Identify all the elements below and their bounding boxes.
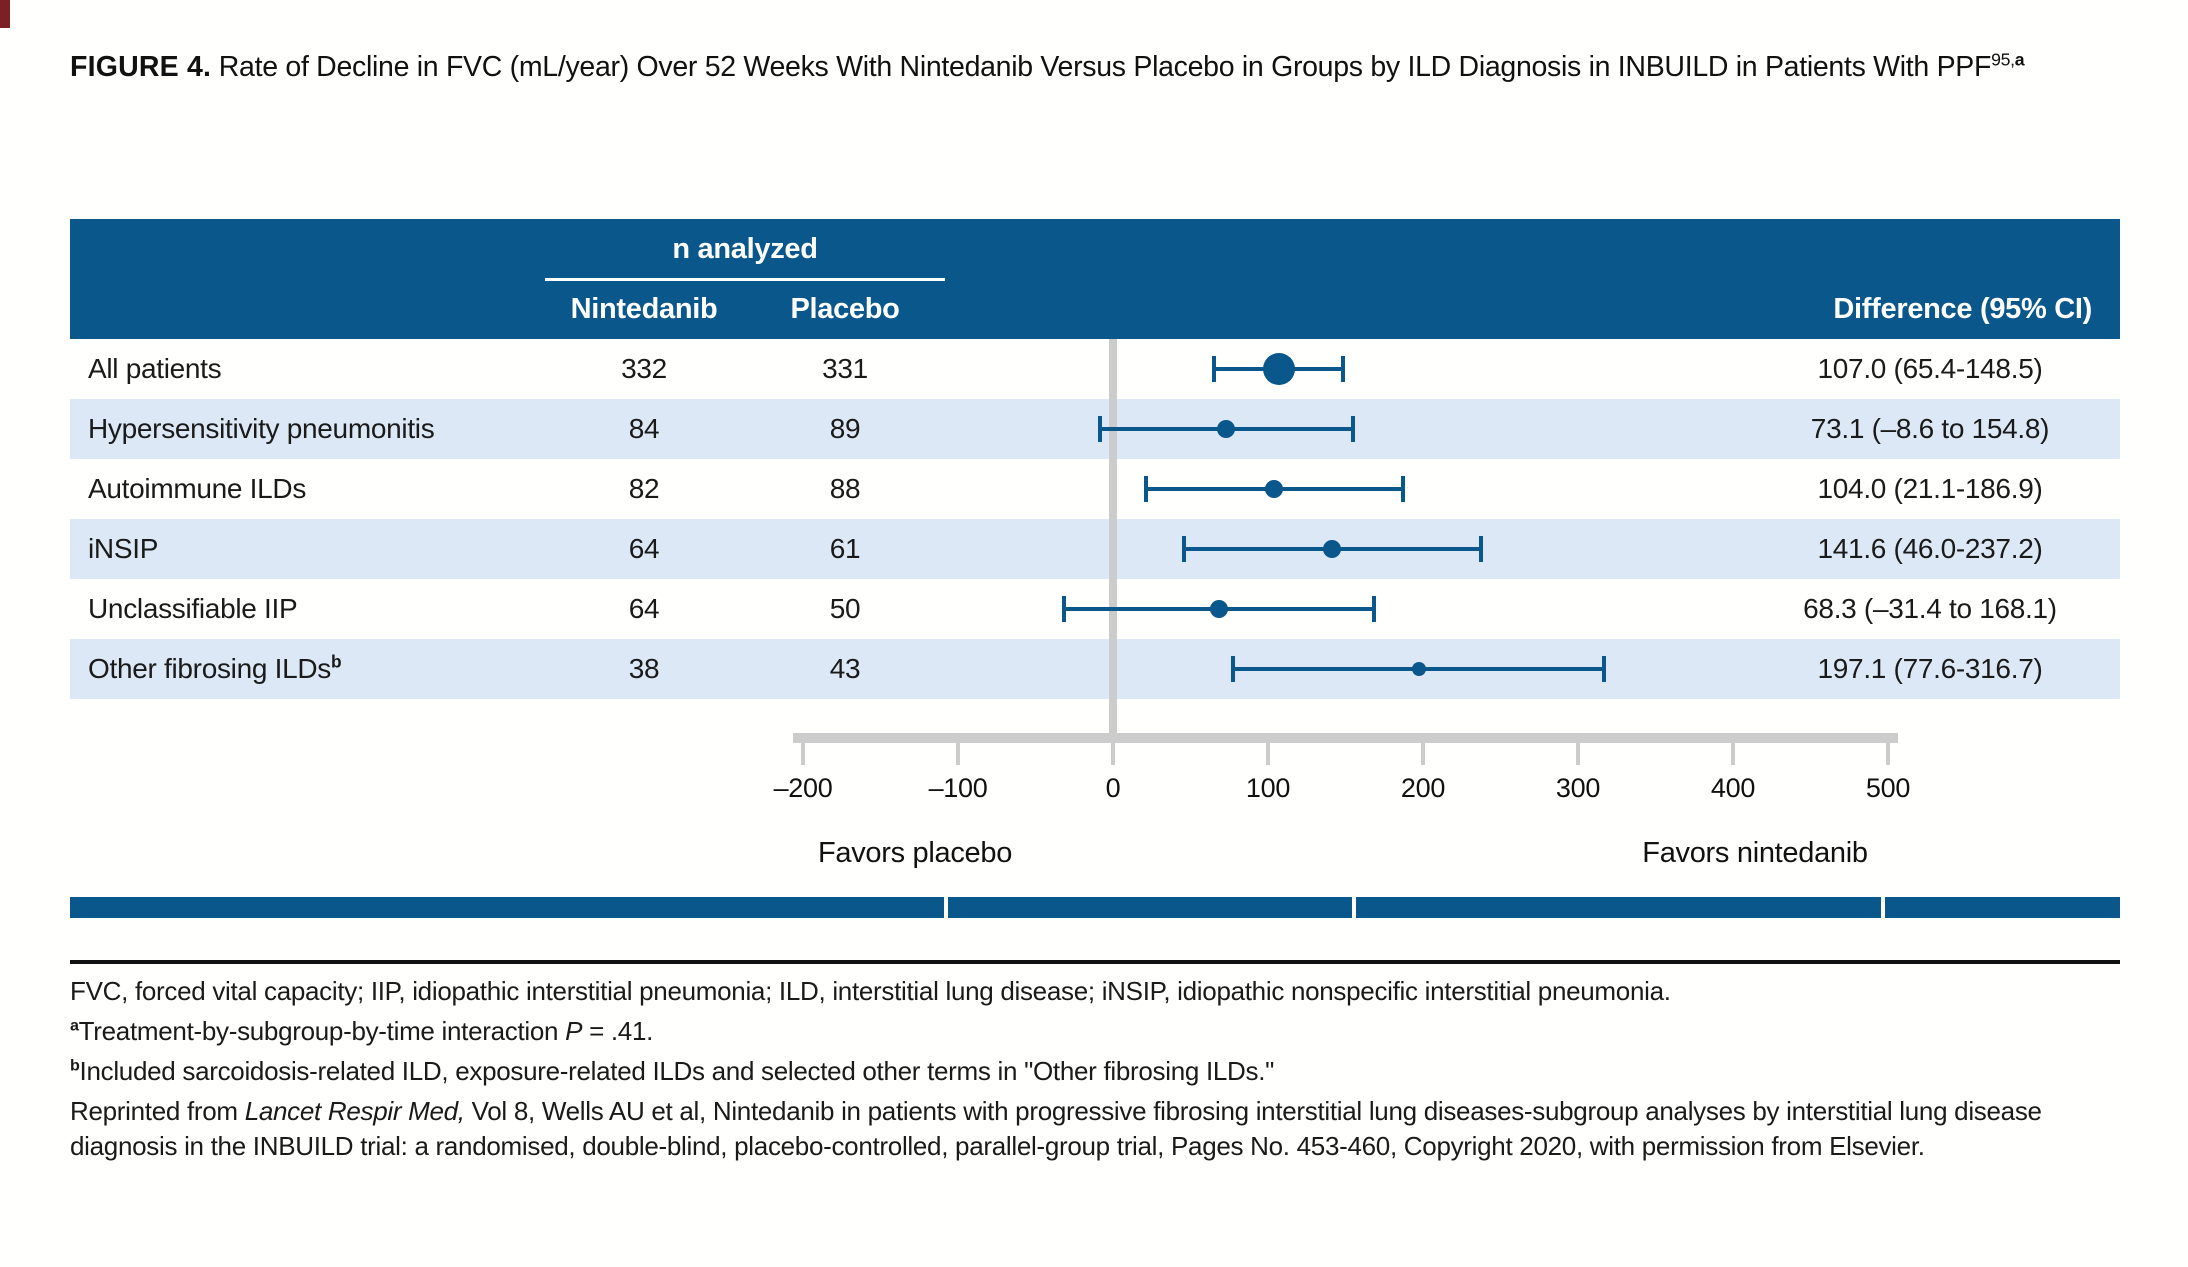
x-axis-tick xyxy=(1266,743,1270,765)
x-axis-tick xyxy=(1111,743,1115,765)
x-axis-tick xyxy=(1886,743,1890,765)
table-row: Other fibrosing ILDsb 38 43 197.1 (77.6-… xyxy=(70,639,2120,699)
x-axis-tick xyxy=(1576,743,1580,765)
n-placebo-value: 89 xyxy=(829,413,861,444)
column-header-placebo: Placebo xyxy=(790,293,900,325)
group-header-n-analyzed: n analyzed xyxy=(672,233,818,265)
footnote-a-text-end: = .41. xyxy=(582,1016,654,1046)
x-axis-tick xyxy=(1731,743,1735,765)
row-label: Hypersensitivity pneumonitis xyxy=(88,413,435,445)
row-label-sup: b xyxy=(331,651,342,672)
x-axis-tick xyxy=(801,743,805,765)
bottom-bar-divider xyxy=(944,897,948,918)
row-label-text: Other fibrosing ILDs xyxy=(88,653,331,684)
row-label: Other fibrosing ILDsb xyxy=(88,651,342,685)
row-label: Autoimmune ILDs xyxy=(88,473,306,505)
row-label: iNSIP xyxy=(88,533,158,565)
column-header-difference: Difference (95% CI) xyxy=(1833,293,2092,325)
n-placebo-value: 43 xyxy=(829,653,861,684)
footnote-abbreviations: FVC, forced vital capacity; IIP, idiopat… xyxy=(70,976,1671,1006)
footnote-a-pvalue: P xyxy=(565,1016,583,1046)
footnote-reprint-journal: Lancet Respir Med, xyxy=(244,1096,465,1126)
table-body: All patients 332 331 107.0 (65.4-148.5) … xyxy=(70,339,2120,699)
difference-value: 107.0 (65.4-148.5) xyxy=(1817,353,2043,384)
n-placebo-value: 61 xyxy=(829,533,861,564)
difference-value: 197.1 (77.6-316.7) xyxy=(1817,653,2043,684)
forest-plot-figure: n analyzed Nintedanib Placebo Difference… xyxy=(70,219,2120,919)
x-axis-tick-label: –200 xyxy=(773,773,833,803)
table-row: All patients 332 331 107.0 (65.4-148.5) xyxy=(70,339,2120,399)
n-placebo-value: 50 xyxy=(829,593,861,624)
figure-caption-text: Rate of Decline in FVC (mL/year) Over 52… xyxy=(211,51,1992,83)
n-nintedanib-value: 64 xyxy=(628,593,660,624)
footnote-b-marker: b xyxy=(70,1056,80,1075)
difference-value: 68.3 (–31.4 to 168.1) xyxy=(1803,593,2057,624)
figure-number: FIGURE 4. xyxy=(70,51,212,83)
n-nintedanib-value: 38 xyxy=(628,653,660,684)
favors-nintedanib-label: Favors nintedanib xyxy=(1642,837,1868,869)
footnote-a: aTreatment-by-subgroup-by-time interacti… xyxy=(70,1014,2120,1049)
footnotes: FVC, forced vital capacity; IIP, idiopat… xyxy=(70,974,2120,1169)
n-nintedanib-value: 82 xyxy=(628,473,660,504)
row-label-text: Autoimmune ILDs xyxy=(88,473,307,504)
figure-caption: FIGURE 4. Rate of Decline in FVC (mL/yea… xyxy=(70,44,2070,91)
favors-placebo-label: Favors placebo xyxy=(817,837,1013,869)
footnote-reprint-post: Vol 8, Wells AU et al, Nintedanib in pat… xyxy=(70,1096,2042,1161)
n-placebo-value: 331 xyxy=(822,353,868,384)
x-axis-tick-label: 100 xyxy=(1245,773,1291,803)
footnote-divider xyxy=(70,960,2120,964)
n-nintedanib-value: 332 xyxy=(621,353,667,384)
bottom-bar-divider xyxy=(1352,897,1356,918)
x-axis-tick-label: 400 xyxy=(1710,773,1756,803)
x-axis-tick-label: 0 xyxy=(1105,773,1121,803)
x-axis-tick-label: 300 xyxy=(1555,773,1601,803)
difference-value: 104.0 (21.1-186.9) xyxy=(1817,473,2043,504)
footnote-a-marker: a xyxy=(70,1016,79,1035)
figure-caption-footnote-marker: a xyxy=(2014,49,2025,70)
row-label-text: iNSIP xyxy=(88,533,159,564)
column-header-nintedanib: Nintedanib xyxy=(570,293,718,325)
figure-caption-reference: 95, xyxy=(1991,49,2015,70)
row-label-text: Hypersensitivity pneumonitis xyxy=(88,413,435,444)
x-axis-tick-label: 500 xyxy=(1865,773,1911,803)
row-label-text: All patients xyxy=(88,353,222,384)
table-row: iNSIP 64 61 141.6 (46.0-237.2) xyxy=(70,519,2120,579)
n-nintedanib-value: 64 xyxy=(628,533,660,564)
row-label-text: Unclassifiable IIP xyxy=(88,593,298,624)
row-label: Unclassifiable IIP xyxy=(88,593,298,625)
x-axis-line xyxy=(793,733,1898,743)
x-axis-tick-label: –100 xyxy=(928,773,988,803)
x-axis-tick-label: 200 xyxy=(1400,773,1446,803)
table-row: Hypersensitivity pneumonitis 84 89 73.1 … xyxy=(70,399,2120,459)
row-label: All patients xyxy=(88,353,222,385)
x-axis-tick xyxy=(956,743,960,765)
table-header: n analyzed Nintedanib Placebo Difference… xyxy=(70,219,2120,339)
page-edge-accent xyxy=(0,0,10,28)
bottom-bar-divider xyxy=(1881,897,1885,918)
difference-value: 141.6 (46.0-237.2) xyxy=(1817,533,2043,564)
bottom-bar xyxy=(70,897,2120,918)
n-nintedanib-value: 84 xyxy=(628,413,660,444)
footnote-b: bIncluded sarcoidosis-related ILD, expos… xyxy=(70,1054,2120,1089)
footnote-b-text: Included sarcoidosis-related ILD, exposu… xyxy=(79,1056,1275,1086)
x-axis-tick xyxy=(1421,743,1425,765)
footnote-reprint-pre: Reprinted from xyxy=(70,1096,245,1126)
table-row: Unclassifiable IIP 64 50 68.3 (–31.4 to … xyxy=(70,579,2120,639)
table-row: Autoimmune ILDs 82 88 104.0 (21.1-186.9) xyxy=(70,459,2120,519)
footnote-reprint: Reprinted from Lancet Respir Med, Vol 8,… xyxy=(70,1094,2120,1164)
footnote-a-text: Treatment-by-subgroup-by-time interactio… xyxy=(78,1016,566,1046)
group-header-underline xyxy=(545,278,945,281)
difference-value: 73.1 (–8.6 to 154.8) xyxy=(1810,413,2050,444)
n-placebo-value: 88 xyxy=(829,473,861,504)
